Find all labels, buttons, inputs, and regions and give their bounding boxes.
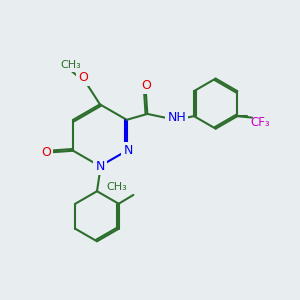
Text: N: N <box>124 144 133 157</box>
Text: O: O <box>41 146 51 159</box>
Text: NH: NH <box>167 111 186 124</box>
Text: O: O <box>141 79 151 92</box>
Text: CH₃: CH₃ <box>60 60 81 70</box>
Text: O: O <box>78 71 88 84</box>
Text: CF₃: CF₃ <box>250 116 270 128</box>
Text: CH₃: CH₃ <box>107 182 128 192</box>
Text: N: N <box>95 160 105 173</box>
